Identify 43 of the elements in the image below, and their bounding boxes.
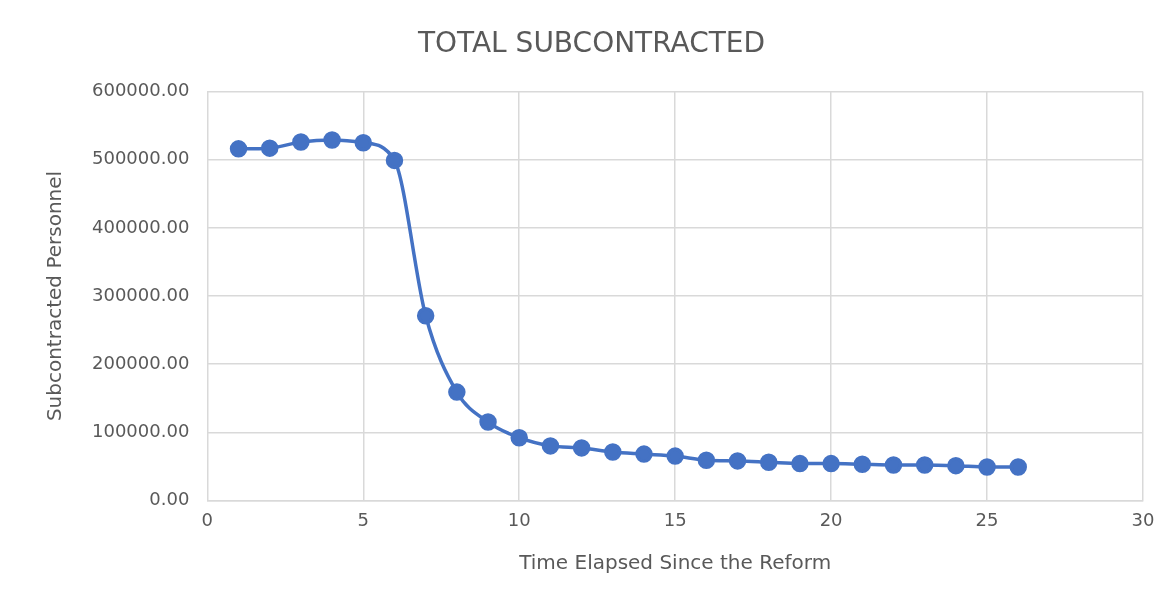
y-tick-label: 400000.00: [92, 215, 190, 237]
x-tick-label: 30: [1131, 508, 1155, 530]
point: [947, 456, 965, 475]
point: [292, 133, 310, 151]
chart-title: TOTAL SUBCONTRACTED: [416, 26, 766, 60]
point: [1009, 458, 1027, 476]
point: [448, 383, 466, 401]
point: [604, 443, 622, 461]
x-tick-label: 5: [357, 508, 370, 530]
y-tick-label: 600000.00: [92, 79, 190, 101]
x-axis-title: Time Elapsed Since the Reform: [518, 550, 832, 575]
point: [541, 437, 560, 455]
point: [666, 447, 684, 465]
point: [354, 133, 373, 152]
point: [416, 307, 435, 325]
point: [635, 445, 653, 463]
point: [572, 439, 591, 457]
point: [229, 140, 248, 158]
point: [853, 455, 872, 474]
point: [978, 458, 996, 476]
x-tick-label: 15: [663, 508, 687, 530]
x-tick-label: 10: [507, 508, 531, 530]
y-tick-label: 300000.00: [92, 283, 190, 305]
x-tick-label: 25: [975, 508, 999, 530]
point: [728, 452, 747, 470]
point: [822, 454, 840, 473]
point: [323, 131, 341, 149]
y-tick-label: 100000.00: [92, 419, 190, 441]
point: [479, 413, 497, 431]
y-axis-title: Subcontracted Personnel: [42, 170, 67, 422]
point: [697, 451, 716, 469]
y-tick-label: 200000.00: [92, 351, 190, 373]
x-tick-label: 20: [819, 508, 843, 530]
point: [884, 456, 903, 474]
x-tick-label: 0: [201, 508, 214, 530]
point: [915, 456, 934, 474]
y-tick-label: 500000.00: [92, 147, 190, 169]
point: [260, 139, 279, 157]
point: [791, 454, 809, 473]
point: [759, 453, 778, 471]
point: [510, 428, 528, 447]
point: [385, 151, 404, 170]
y-tick-label: 0.00: [149, 488, 190, 510]
